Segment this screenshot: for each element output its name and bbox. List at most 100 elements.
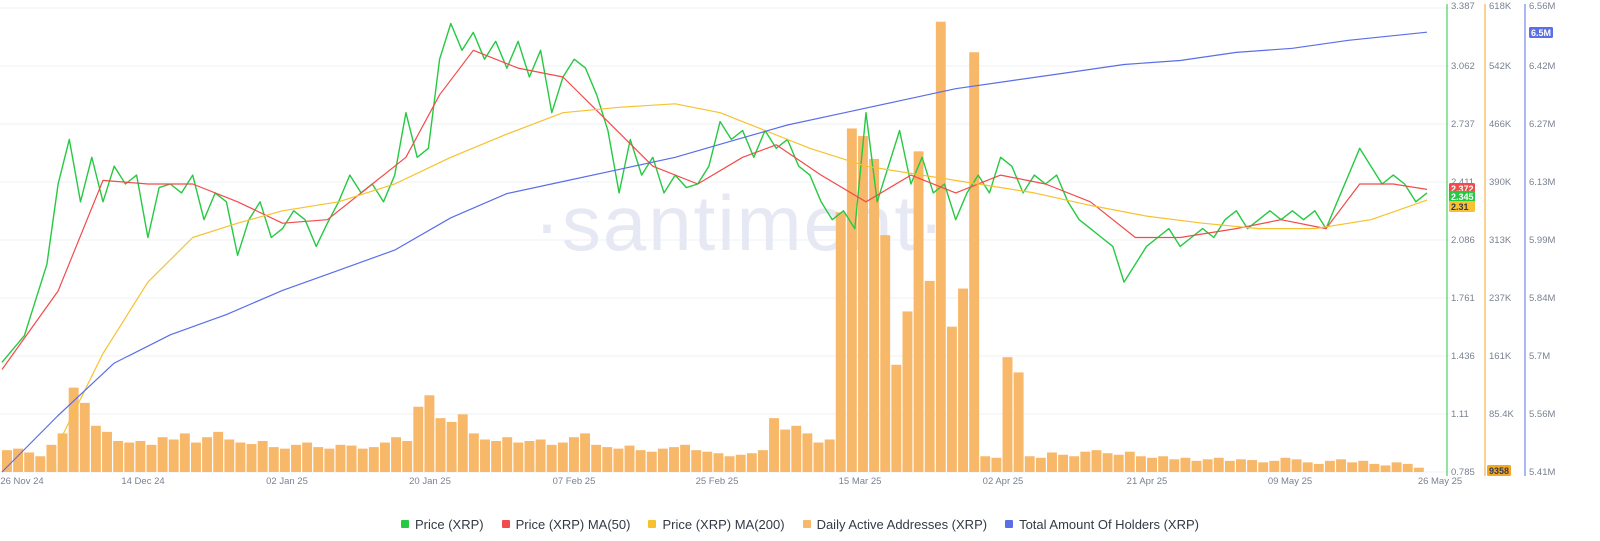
active-address-bar [669,447,679,472]
chart-legend: Price (XRP) Price (XRP) MA(50) Price (XRP)… [0,512,1600,536]
active-address-bar [1369,463,1380,472]
active-address-bar [1380,465,1391,472]
active-address-bar [1035,457,1046,472]
active-address-bar [257,441,268,472]
price-badge-bg [1449,190,1475,202]
legend-item[interactable]: Price (XRP) [401,517,484,532]
active-address-bar [1135,456,1146,472]
active-address-bar [613,448,624,472]
x-tick-label: 26 Nov 24 [0,476,43,487]
active-address-bar [780,429,791,472]
active-address-bar [1058,454,1069,472]
x-tick-label: 21 Apr 25 [1127,476,1168,487]
active-address-bar [468,433,479,472]
series-lines [1,22,1428,473]
active-address-bar [457,414,468,472]
active-address-bar [102,431,112,472]
x-tick-label: 26 May 25 [1418,476,1462,487]
active-address-bar [1102,453,1113,472]
legend-swatch [401,520,409,528]
active-address-bar [958,288,968,472]
active-address-bar [969,52,980,473]
active-address-bar [1224,460,1235,472]
active-address-bar [546,444,557,472]
ma50-badge: 2.372 [1451,184,1474,194]
active-address-bar [657,448,668,472]
price-tick-label: 1.436 [1451,351,1475,362]
price-badge: 2.345 [1451,192,1474,202]
holders-tick-label: 6.42M [1529,61,1555,72]
active-address-bar [213,431,224,472]
active-address-bar [891,364,902,472]
active-address-bar [913,151,924,473]
active-address-bar [1402,463,1413,472]
ma200-badge-bg [1449,201,1475,213]
active-address-bar [1169,459,1180,472]
active-address-bar [90,425,101,472]
active-address-bar [235,442,246,472]
active-address-bar [1013,372,1024,472]
active_addresses-tick-label: 542K [1489,61,1512,72]
active-address-bar [35,456,46,472]
active-address-bar [413,406,424,472]
active-address-bar [190,442,201,472]
active-address-bar [402,441,413,472]
price-tick-label: 2.737 [1451,119,1475,130]
active-address-bar [702,451,713,472]
active-address-bar [224,439,235,472]
price-tick-label: 3.387 [1451,1,1475,12]
active-address-bar [1280,457,1291,472]
price-tick-label: 3.062 [1451,61,1475,72]
price-tick-label: 2.411 [1451,177,1474,188]
x-tick-label: 14 Dec 24 [121,476,164,487]
legend-item[interactable]: Daily Active Addresses (XRP) [802,517,987,532]
price-tick-label: 1.11 [1451,409,1469,420]
active-addresses-badge: 9358 [1489,466,1509,476]
holders-tick-label: 5.7M [1529,351,1550,362]
active-address-bar [1158,456,1169,472]
active-address-bar [791,425,802,472]
legend-item[interactable]: Price (XRP) MA(50) [501,517,630,532]
active-address-bar [57,433,68,472]
active-address-bar [1247,460,1258,472]
active-address-bar [1324,460,1335,472]
active-address-bar [858,136,868,472]
active-address-bar [980,456,991,472]
active-address-bar [1002,357,1013,472]
active-address-bar [869,158,880,473]
active-address-bar [202,437,213,472]
active-address-bar [1391,462,1402,472]
ma200-badge: 2.31 [1451,202,1469,212]
active-address-bar [991,457,1002,472]
active-address-bar [124,442,135,472]
active-address-bar [646,451,657,472]
active-address-bar [379,442,390,472]
active-address-bar [602,447,613,472]
legend-item[interactable]: Total Amount Of Holders (XRP) [1005,517,1199,532]
active-address-bar [1302,462,1313,472]
x-tick-label: 20 Jan 25 [409,476,451,487]
active-address-bar [79,402,90,472]
holders-tick-label: 5.56M [1529,409,1555,420]
active-address-bar [935,21,946,473]
active-address-bar [769,418,780,472]
active-address-bar [313,447,324,472]
active_addresses-tick-label: 466K [1489,119,1512,130]
active-address-bar [1336,459,1346,472]
active-address-bar [291,444,301,472]
x-tick-label: 15 Mar 25 [839,476,882,487]
active-address-bar [446,421,457,472]
active-address-bar [368,447,379,472]
holders-tick-label: 6.13M [1529,177,1555,188]
active-address-bar [713,453,724,472]
active-address-bar [835,212,846,472]
active-address-bar [135,441,146,472]
active-address-bar [824,439,835,472]
active-address-bar [1091,450,1102,472]
holders-tick-label: 6.56M [1529,1,1555,12]
active-address-bar [68,387,79,472]
legend-item[interactable]: Price (XRP) MA(200) [648,517,785,532]
active_addresses-tick-label: 390K [1489,177,1512,188]
active-address-bar [1113,454,1124,472]
